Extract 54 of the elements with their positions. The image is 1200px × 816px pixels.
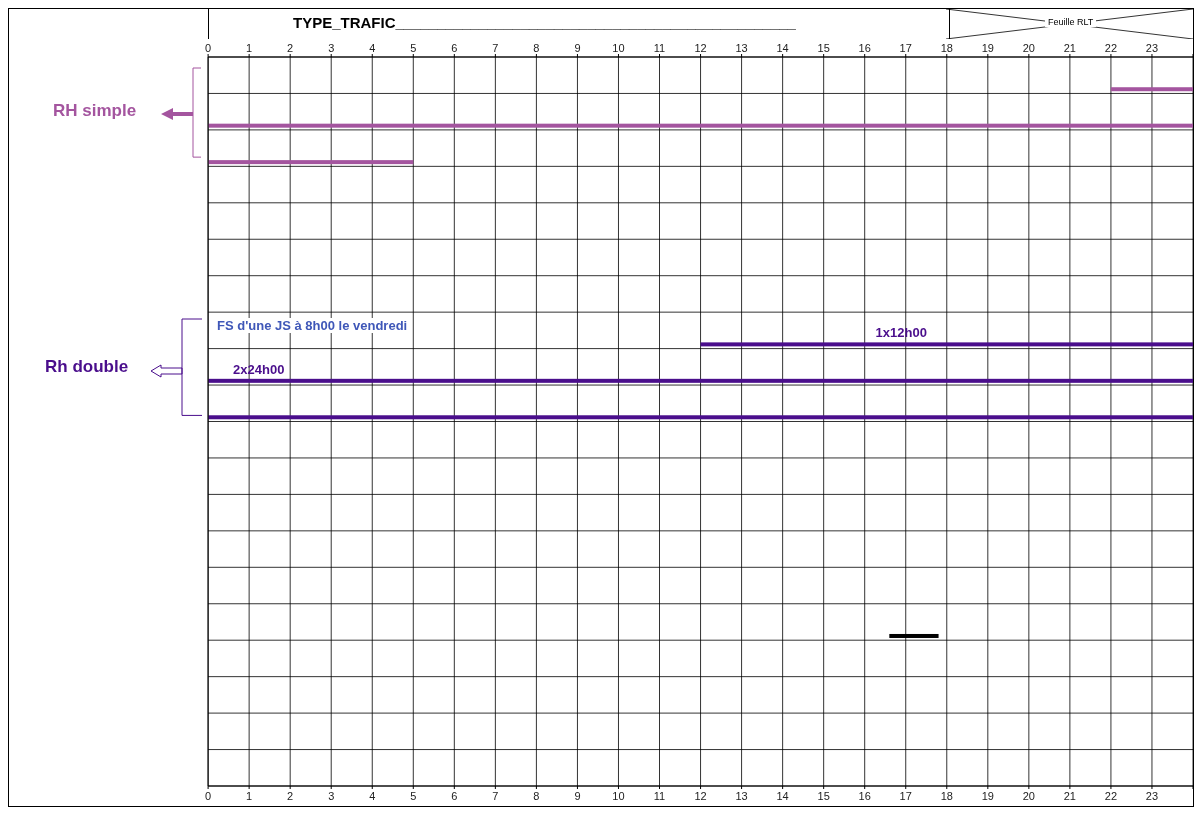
x-tick-label: 6 bbox=[451, 790, 458, 802]
text: Feuille RLT bbox=[1045, 17, 1097, 27]
x2-tick-label: 2 bbox=[287, 42, 294, 54]
x-tick-label: 11 bbox=[653, 790, 666, 802]
x-tick-label: 14 bbox=[776, 790, 789, 802]
x-tick-label: 16 bbox=[858, 790, 871, 802]
x2-tick-label: 0 bbox=[205, 42, 212, 54]
x2-tick-label: 23 bbox=[1145, 42, 1159, 54]
x2-tick-label: 9 bbox=[574, 42, 581, 54]
x2-tick-label: 8 bbox=[533, 42, 540, 54]
x2-tick-label: 10 bbox=[612, 42, 625, 54]
x2-tick-label: 19 bbox=[981, 42, 994, 54]
x-tick-label: 18 bbox=[940, 790, 953, 802]
x-tick-label: 12 bbox=[694, 790, 707, 802]
x2-tick-label: 12 bbox=[694, 42, 707, 54]
chart-title: TYPE_TRAFIC________________________________________________ bbox=[293, 14, 796, 31]
x2-tick-label: 13 bbox=[735, 42, 748, 54]
x-tick-label: 21 bbox=[1063, 790, 1077, 802]
x-tick-label: 22 bbox=[1104, 790, 1118, 802]
x-tick-label: 7 bbox=[492, 790, 499, 802]
data-label: 2x24h00 bbox=[233, 361, 285, 377]
x-tick-label: 23 bbox=[1145, 790, 1159, 802]
x-tick-label: 13 bbox=[735, 790, 748, 802]
x-tick-label: 2 bbox=[287, 790, 294, 802]
x-tick-label: 4 bbox=[369, 790, 376, 802]
annotation: FS d'une JS à 8h00 le vendredi bbox=[215, 318, 410, 334]
x-tick-label: 17 bbox=[899, 790, 912, 802]
x2-tick-label: 17 bbox=[899, 42, 912, 54]
x2-tick-label: 20 bbox=[1022, 42, 1035, 54]
x-tick-label: 0 bbox=[205, 790, 212, 802]
x2-tick-label: 14 bbox=[776, 42, 789, 54]
x2-tick-label: 11 bbox=[653, 42, 666, 54]
text: Rh double bbox=[45, 356, 129, 377]
x-tick-label: 19 bbox=[981, 790, 994, 802]
x2-tick-label: 21 bbox=[1063, 42, 1077, 54]
x2-tick-label: 5 bbox=[410, 42, 417, 54]
x-tick-label: 15 bbox=[817, 790, 830, 802]
x2-tick-label: 7 bbox=[492, 42, 499, 54]
text: RH simple bbox=[53, 101, 137, 122]
x2-tick-label: 1 bbox=[246, 42, 253, 54]
x2-tick-label: 18 bbox=[940, 42, 953, 54]
x2-tick-label: 22 bbox=[1104, 42, 1118, 54]
x2-tick-label: 3 bbox=[328, 42, 335, 54]
x-tick-label: 8 bbox=[533, 790, 540, 802]
x-tick-label: 1 bbox=[246, 790, 253, 802]
x2-tick-label: 6 bbox=[451, 42, 458, 54]
x-tick-label: 9 bbox=[574, 790, 581, 802]
x2-tick-label: 15 bbox=[817, 42, 830, 54]
x2-tick-label: 16 bbox=[858, 42, 871, 54]
x-tick-label: 20 bbox=[1022, 790, 1035, 802]
x-tick-label: 10 bbox=[612, 790, 625, 802]
x2-tick-label: 4 bbox=[369, 42, 376, 54]
x-tick-label: 3 bbox=[328, 790, 335, 802]
x-tick-label: 5 bbox=[410, 790, 417, 802]
